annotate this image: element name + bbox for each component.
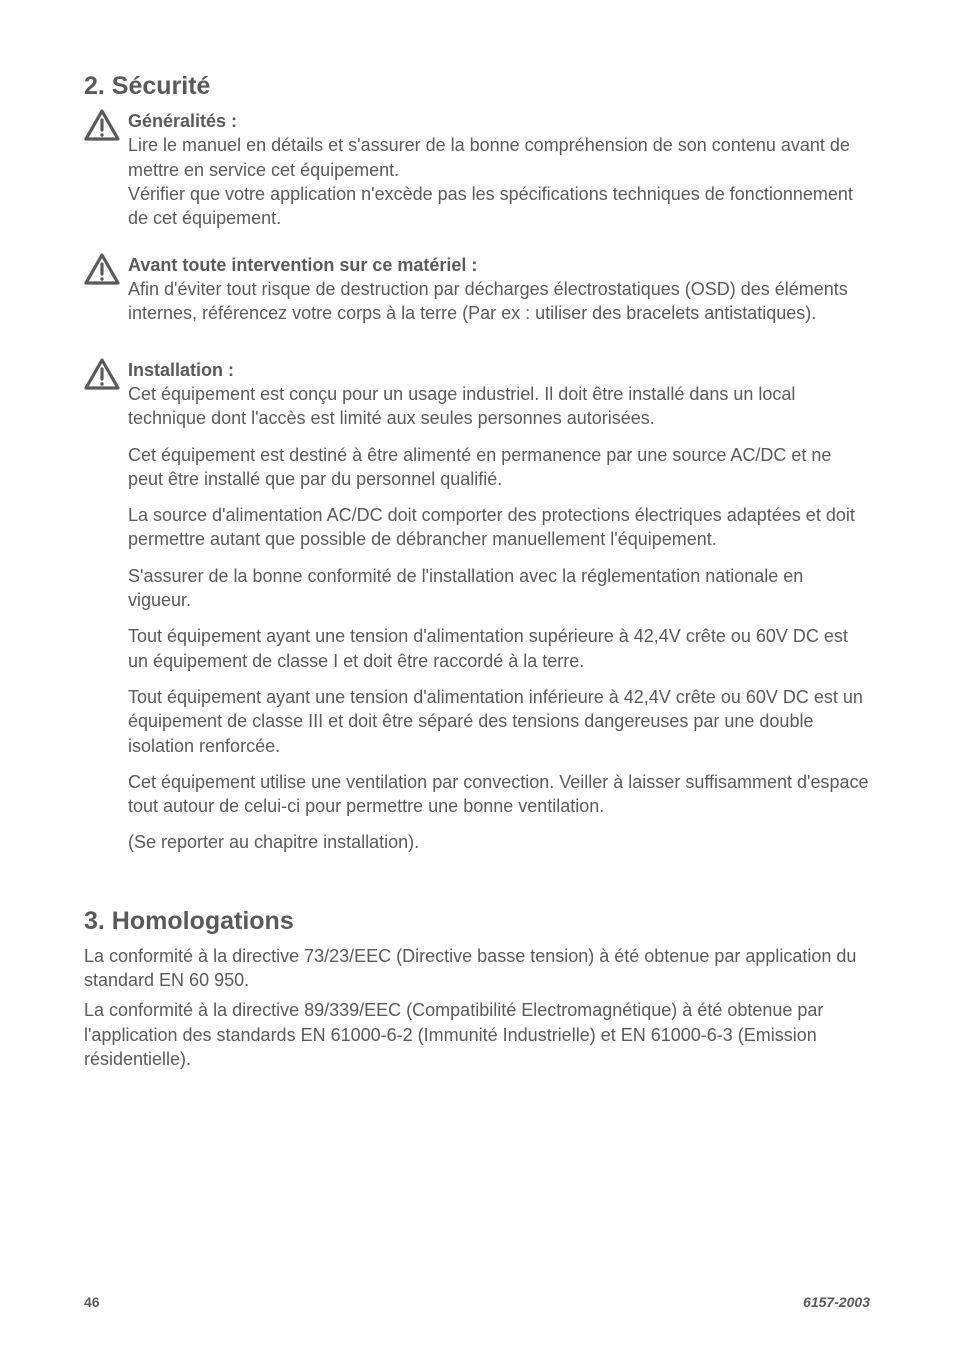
paragraph: La source d'alimentation AC/DC doit comp… <box>128 503 870 552</box>
warning-title: Avant toute intervention sur ce matériel… <box>128 255 477 275</box>
warning-block-generalites: Généralités : Lire le manuel en détails … <box>84 109 870 231</box>
paragraph-text: Cet équipement est conçu pour un usage i… <box>128 384 795 428</box>
paragraph: Lire le manuel en détails et s'assurer d… <box>128 135 850 179</box>
paragraph: Cet équipement utilise une ventilation p… <box>128 770 870 819</box>
warning-block-intervention: Avant toute intervention sur ce matériel… <box>84 253 870 326</box>
warning-triangle-icon <box>84 109 120 146</box>
warning-title: Généralités : <box>128 111 237 131</box>
paragraph: S'assurer de la bonne conformité de l'in… <box>128 564 870 613</box>
paragraph: (Se reporter au chapitre installation). <box>128 830 870 854</box>
warning-triangle-icon <box>84 253 120 290</box>
page-number: 46 <box>84 1294 100 1310</box>
warning-triangle-icon <box>84 358 120 395</box>
document-id: 6157-2003 <box>803 1294 870 1310</box>
warning-block-installation: Installation : Cet équipement est conçu p… <box>84 358 870 855</box>
section-3-title: 3. Homologations <box>84 907 870 936</box>
warning-title: Installation : <box>128 360 234 380</box>
paragraph: Cet équipement est destiné à être alimen… <box>128 443 870 492</box>
page-footer: 46 6157-2003 <box>84 1294 870 1310</box>
paragraph: Tout équipement ayant une tension d'alim… <box>128 685 870 758</box>
paragraph: Afin d'éviter tout risque de destruction… <box>128 279 848 323</box>
paragraph: Tout équipement ayant une tension d'alim… <box>128 624 870 673</box>
paragraph: La conformité à la directive 73/23/EEC (… <box>84 944 870 993</box>
paragraph: Vérifier que votre application n'excède … <box>128 184 853 228</box>
page-content: 2. Sécurité Généralités : Lire le manuel… <box>0 0 954 1071</box>
paragraph: Installation : Cet équipement est conçu p… <box>128 358 870 431</box>
section-2-title: 2. Sécurité <box>84 72 870 101</box>
paragraph: La conformité à la directive 89/339/EEC … <box>84 998 870 1071</box>
